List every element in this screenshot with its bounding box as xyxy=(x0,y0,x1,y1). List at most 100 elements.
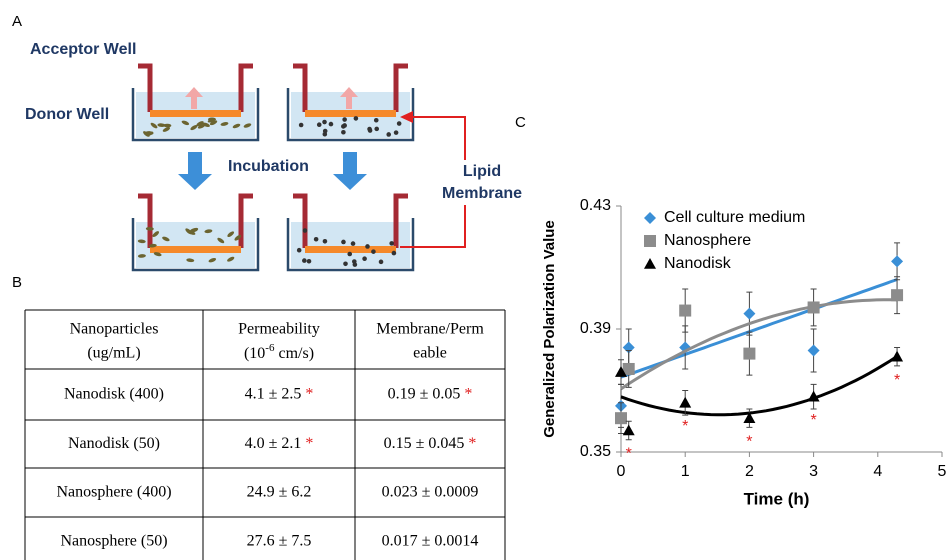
acceptor-label: Acceptor Well xyxy=(30,41,136,58)
legend-label: Cell culture medium xyxy=(664,209,805,226)
marker xyxy=(644,212,656,224)
particle xyxy=(374,127,379,132)
particle xyxy=(379,260,384,265)
x-tick-label: 0 xyxy=(617,463,626,480)
table-cell: Nanosphere (50) xyxy=(60,532,167,549)
cell-text: Nanosphere (50) xyxy=(60,532,167,549)
marker xyxy=(644,258,656,269)
marker xyxy=(623,424,635,435)
header-cell: eable xyxy=(413,345,447,362)
significance-mark: * xyxy=(468,435,476,452)
table-cell: 24.9 ± 6.2 xyxy=(247,483,312,500)
panel-label: A xyxy=(12,13,22,30)
particle xyxy=(347,252,352,257)
down-arrow xyxy=(178,152,212,190)
particle xyxy=(392,251,397,256)
y-tick-label: 0.43 xyxy=(580,197,611,214)
table-cell: Nanodisk (50) xyxy=(68,435,160,452)
particle xyxy=(386,132,391,137)
x-tick-label: 4 xyxy=(873,463,882,480)
table-cell: 0.023 ± 0.0009 xyxy=(382,483,479,500)
particle xyxy=(365,244,370,249)
membrane-label: Membrane xyxy=(442,185,522,202)
significance-mark: * xyxy=(746,433,752,450)
particle xyxy=(343,261,348,266)
cell-text: Nanodisk (400) xyxy=(64,385,164,402)
significance-mark: * xyxy=(894,372,900,389)
marker xyxy=(743,348,755,360)
table: Nanoparticles (ug/mL) Permeability (10-6 cm… xyxy=(25,310,505,560)
significance-mark: * xyxy=(305,435,313,452)
pointer xyxy=(412,117,465,160)
marker xyxy=(891,289,903,301)
particle xyxy=(374,118,379,123)
particle xyxy=(342,117,347,122)
marker xyxy=(644,235,656,247)
particle xyxy=(323,239,328,244)
cell-text: 4.1 ± 2.5 xyxy=(245,385,302,402)
particle xyxy=(354,116,359,121)
significance-mark: * xyxy=(810,412,816,429)
table-cell: 0.19 ± 0.05* xyxy=(388,385,473,402)
particle xyxy=(371,249,376,254)
particle xyxy=(329,122,334,127)
membrane xyxy=(305,110,396,117)
cell-text: 0.19 ± 0.05 xyxy=(388,385,461,402)
table-cell: 4.1 ± 2.5* xyxy=(245,385,314,402)
marker xyxy=(679,397,691,408)
cell-text: Nanodisk (50) xyxy=(68,435,160,452)
trend-line xyxy=(621,356,897,414)
panel-label: C xyxy=(515,114,526,131)
table-cell: 4.0 ± 2.1* xyxy=(245,435,314,452)
membrane xyxy=(150,110,241,117)
particle xyxy=(389,241,394,246)
particle xyxy=(307,259,312,264)
down-arrow xyxy=(333,152,367,190)
significance-mark: * xyxy=(464,385,472,402)
particle xyxy=(362,256,367,261)
table-cell: 27.6 ± 7.5 xyxy=(247,532,312,549)
cell-text: 0.017 ± 0.0014 xyxy=(382,532,479,549)
particle xyxy=(342,123,347,128)
step-label: Incubation xyxy=(228,158,309,175)
panel-label: B xyxy=(12,274,22,291)
header-cell: (ug/mL) xyxy=(87,345,140,362)
particle xyxy=(397,121,402,126)
table-cell: Nanodisk (400) xyxy=(64,385,164,402)
marker xyxy=(808,301,820,313)
particle xyxy=(368,128,373,133)
header-part: (10 xyxy=(244,345,265,362)
header-cell: Nanoparticles xyxy=(70,321,159,338)
header-cell: Permeability xyxy=(238,321,320,338)
particle xyxy=(323,132,328,137)
header-cell: (10-6 cm/s) xyxy=(244,342,314,362)
particle xyxy=(341,240,346,245)
table-cell: 0.15 ± 0.045* xyxy=(384,435,477,452)
legend-label: Nanosphere xyxy=(664,232,751,249)
particle xyxy=(322,120,327,125)
cell-text: 24.9 ± 6.2 xyxy=(247,483,312,500)
cell-text: 4.0 ± 2.1 xyxy=(245,435,302,452)
figure: A B C Acceptor Well Donor Well Incubatio… xyxy=(0,0,946,560)
cell-text: 0.15 ± 0.045 xyxy=(384,435,465,452)
legend-label: Nanodisk xyxy=(664,255,732,272)
marker xyxy=(891,255,903,267)
marker xyxy=(615,412,627,424)
x-tick-label: 5 xyxy=(938,463,946,480)
particle xyxy=(317,122,322,127)
marker xyxy=(808,345,820,357)
particle xyxy=(303,228,308,233)
particle xyxy=(341,130,346,135)
y-tick-label: 0.35 xyxy=(580,443,611,460)
header-cell: Membrane/Perm xyxy=(376,321,484,338)
cell-text: Nanosphere (400) xyxy=(56,483,171,500)
particle xyxy=(394,130,399,135)
particle xyxy=(302,258,307,263)
significance-mark: * xyxy=(305,385,313,402)
marker xyxy=(743,308,755,320)
x-tick-label: 1 xyxy=(681,463,690,480)
particle xyxy=(314,237,319,242)
particle xyxy=(353,262,358,267)
cell-text: 27.6 ± 7.5 xyxy=(247,532,312,549)
